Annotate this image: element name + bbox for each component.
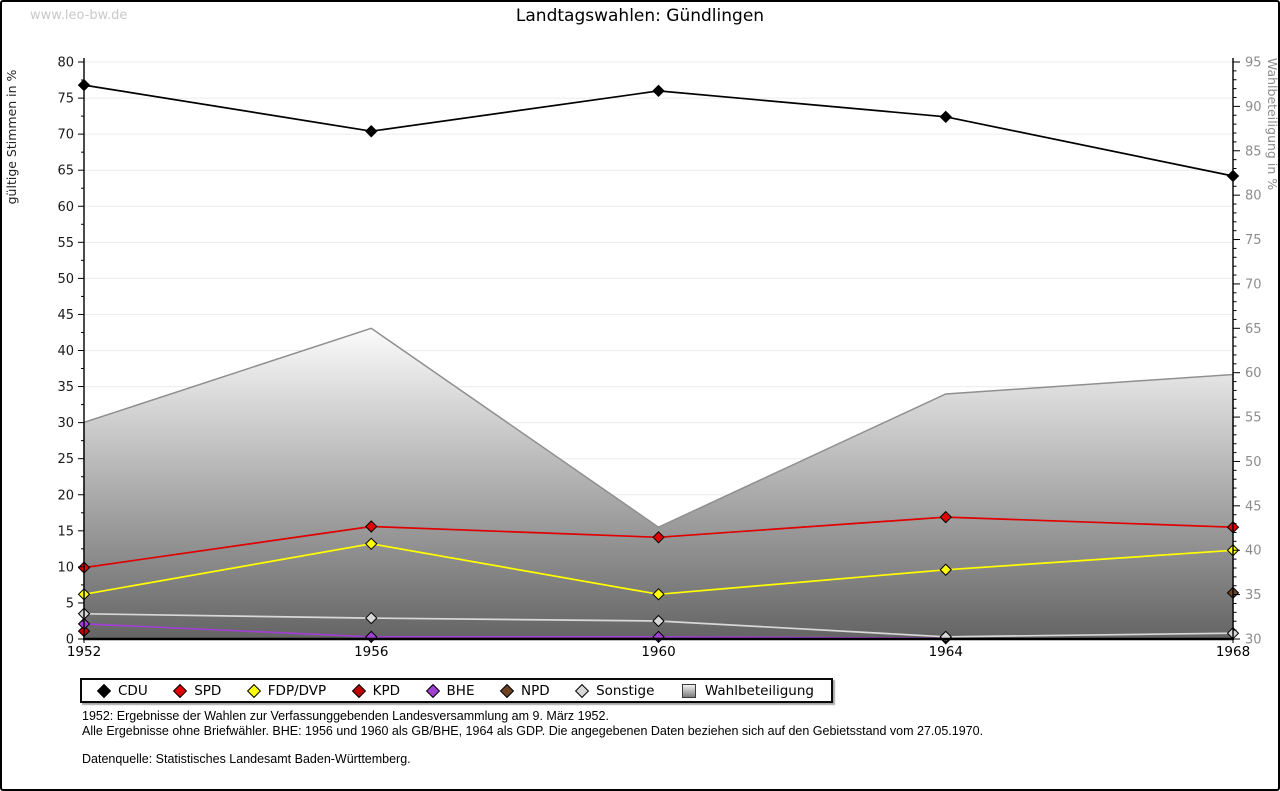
right-tick-label: 70 bbox=[1245, 277, 1262, 292]
right-tick-label: 90 bbox=[1245, 100, 1262, 115]
legend-item-bhe: BHE bbox=[425, 682, 475, 699]
x-tick-label: 1968 bbox=[1216, 644, 1250, 660]
legend-item-sonstige: Sonstige bbox=[575, 682, 655, 699]
legend-label: SPD bbox=[194, 682, 222, 699]
legend-diamond-icon bbox=[499, 683, 515, 698]
data-point-fdp-dvp bbox=[652, 588, 665, 601]
data-point-fdp-dvp bbox=[365, 537, 378, 551]
chart-canvas: 0 5 10 15 20 25 30 35 40 45 50 55 60 65 70 75 80 gültige … bbox=[4, 56, 1280, 661]
legend-item-npd: NPD bbox=[499, 682, 550, 699]
x-axis: 1952 1956 1960 1964 1968 bbox=[67, 639, 1250, 660]
right-axis-title: Wahlbeteiligung in % bbox=[1265, 58, 1280, 190]
right-tick-label: 75 bbox=[1245, 233, 1262, 248]
x-tick-label: 1956 bbox=[354, 644, 388, 660]
legend-diamond-icon bbox=[173, 683, 188, 698]
data-point-fdp-dvp bbox=[939, 563, 952, 576]
legend-item-spd: SPD bbox=[173, 682, 222, 699]
legend-diamond-icon bbox=[96, 683, 112, 698]
footnotes: 1952: Ergebnisse der Wahlen zur Verfassu… bbox=[82, 709, 983, 767]
left-tick-label: 5 bbox=[66, 596, 74, 611]
footnote-line: Alle Ergebnisse ohne Briefwähler. BHE: 1… bbox=[82, 724, 984, 738]
left-tick-label: 10 bbox=[57, 560, 74, 575]
legend-label: Wahlbeteiligung bbox=[704, 682, 814, 699]
left-tick-label: 60 bbox=[57, 200, 74, 215]
left-tick-label: 45 bbox=[57, 308, 74, 323]
left-tick-label: 0 bbox=[66, 633, 74, 648]
left-tick-label: 15 bbox=[57, 524, 74, 539]
legend-label: NPD bbox=[520, 682, 550, 699]
right-tick-label: 50 bbox=[1245, 455, 1262, 470]
data-point-cdu bbox=[365, 125, 378, 138]
left-tick-label: 40 bbox=[57, 344, 74, 359]
left-tick-label: 80 bbox=[57, 56, 74, 71]
legend-item-cdu: CDU bbox=[96, 682, 148, 699]
footnote-line: 1952: Ergebnisse der Wahlen zur Verfassu… bbox=[82, 709, 609, 723]
left-tick-label: 20 bbox=[57, 488, 74, 503]
left-axis-title: gültige Stimmen in % bbox=[4, 69, 19, 204]
series-cdu bbox=[77, 78, 1240, 183]
x-tick-label: 1952 bbox=[67, 644, 101, 660]
right-tick-label: 95 bbox=[1245, 56, 1262, 71]
right-tick-label: 35 bbox=[1245, 588, 1262, 603]
left-tick-label: 65 bbox=[57, 164, 74, 179]
watermark: www.leo-bw.de bbox=[30, 8, 128, 23]
left-tick-label: 70 bbox=[57, 128, 74, 143]
x-tick-label: 1964 bbox=[929, 644, 963, 660]
data-point-spd bbox=[365, 520, 378, 533]
right-tick-label: 55 bbox=[1245, 411, 1262, 426]
legend-label: CDU bbox=[118, 682, 148, 699]
legend-label: Sonstige bbox=[596, 682, 655, 699]
legend-label: BHE bbox=[446, 682, 475, 699]
legend: CDU SPD FDP/DVP KPD BHE NPD Sonstige Wahlbeteil… bbox=[80, 678, 833, 703]
data-point-sonstige bbox=[652, 614, 665, 628]
right-tick-label: 85 bbox=[1245, 144, 1262, 159]
page-title: Landtagswahlen: Gündlingen bbox=[515, 6, 765, 26]
data-point-sonstige bbox=[365, 611, 378, 625]
left-tick-label: 75 bbox=[57, 92, 74, 107]
data-point-cdu bbox=[652, 84, 665, 98]
legend-square-icon bbox=[681, 683, 696, 698]
legend-diamond-icon bbox=[246, 683, 261, 698]
left-tick-label: 25 bbox=[57, 452, 74, 467]
data-point-cdu bbox=[939, 110, 952, 124]
right-tick-label: 40 bbox=[1245, 544, 1262, 559]
left-tick-label: 55 bbox=[57, 236, 74, 251]
right-axis: 30 35 40 45 50 55 60 65 70 75 80 85 90 95 Wahlbeteilig… bbox=[1233, 56, 1280, 648]
left-tick-label: 50 bbox=[57, 272, 74, 287]
right-tick-label: 30 bbox=[1245, 633, 1262, 648]
legend-diamond-icon bbox=[425, 683, 440, 698]
legend-item-kpd: KPD bbox=[351, 682, 401, 699]
data-point-spd bbox=[939, 510, 952, 524]
legend-item-fdp-dvp: FDP/DVP bbox=[246, 682, 327, 699]
legend-item-wahlbeteiligung: Wahlbeteiligung bbox=[681, 682, 814, 699]
right-tick-label: 65 bbox=[1245, 322, 1262, 337]
legend-diamond-icon bbox=[351, 683, 366, 698]
left-axis: 0 5 10 15 20 25 30 35 40 45 50 55 60 65 70 75 80 gültige … bbox=[4, 56, 84, 648]
right-tick-label: 45 bbox=[1245, 499, 1262, 514]
left-tick-label: 30 bbox=[57, 416, 74, 431]
left-tick-label: 35 bbox=[57, 380, 74, 395]
footnote-source: Datenquelle: Statistisches Landesamt Bad… bbox=[82, 752, 411, 766]
x-tick-label: 1960 bbox=[641, 644, 675, 660]
right-tick-label: 80 bbox=[1245, 189, 1262, 204]
data-point-spd bbox=[652, 531, 665, 544]
legend-label: FDP/DVP bbox=[267, 682, 327, 699]
right-tick-label: 60 bbox=[1245, 366, 1262, 381]
legend-diamond-icon bbox=[575, 683, 590, 698]
legend-label: KPD bbox=[372, 682, 401, 699]
